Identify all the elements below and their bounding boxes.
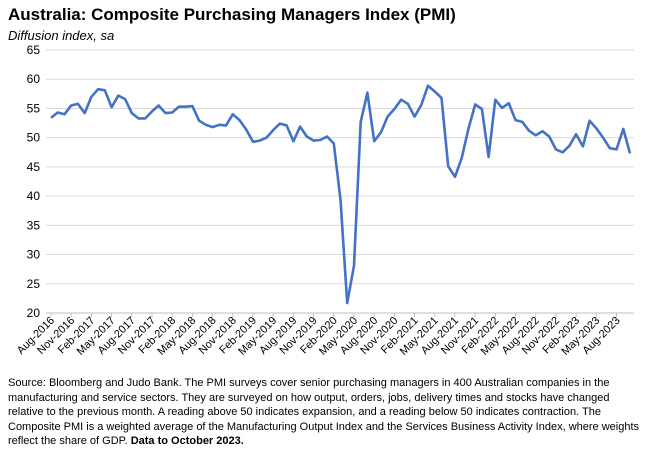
series-line-composite-pmi (50, 84, 632, 305)
y-axis-unit-label: Diffusion index, sa (8, 28, 115, 43)
y-tick-label: 20 (27, 306, 41, 320)
source-text: Source: Bloomberg and Judo Bank. The PMI… (8, 377, 640, 448)
chart-title: Australia: Composite Purchasing Managers… (8, 5, 456, 24)
y-tick-label: 25 (27, 277, 41, 291)
y-tick-label: 40 (27, 189, 41, 203)
y-tick-label: 45 (27, 160, 41, 174)
y-tick-label: 55 (27, 101, 41, 115)
pmi-line-chart: 20 25 30 35 40 45 50 55 60 65 Aug-2016Nov-2016Feb… (15, 43, 634, 358)
x-axis-ticks: Aug-2016Nov-2016Feb-2017May-2017Aug-2017… (15, 313, 623, 358)
y-tick-label: 35 (27, 218, 41, 232)
y-tick-label: 30 (27, 248, 41, 262)
source-note: Source: Bloomberg and Judo Bank. The PMI… (8, 376, 644, 449)
y-tick-label: 50 (27, 131, 41, 145)
y-axis-ticks: 20 25 30 35 40 45 50 55 60 65 (27, 43, 41, 320)
y-tick-label: 60 (27, 72, 41, 86)
gridlines (46, 49, 634, 285)
data-note: Data to October 2023. (130, 435, 244, 448)
y-tick-label: 65 (27, 43, 41, 57)
